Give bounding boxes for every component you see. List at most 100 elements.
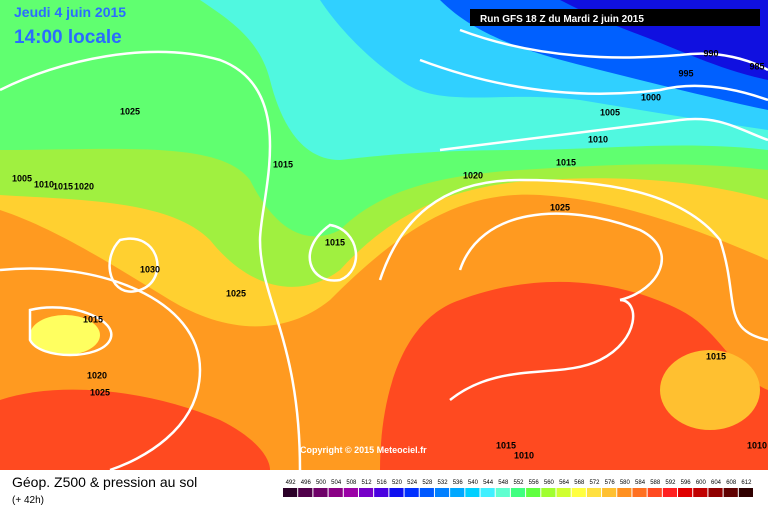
- scale-label: 492: [286, 480, 297, 486]
- isobar-line: [458, 212, 663, 302]
- legend-lead: (+ 42h): [12, 495, 44, 506]
- scale-swatch: [647, 488, 662, 497]
- scale-swatch: [541, 488, 556, 497]
- scale-label: 596: [681, 480, 692, 486]
- scale-swatch: [374, 488, 389, 497]
- isobar-label: 1025: [120, 106, 140, 116]
- scale-swatch: [419, 488, 434, 497]
- scale-label: 560: [544, 480, 555, 486]
- scale-swatch: [358, 488, 374, 497]
- scale-label: 564: [559, 480, 570, 486]
- scale-label: 608: [726, 480, 737, 486]
- scale-label: 544: [483, 480, 494, 486]
- scale-swatch: [556, 488, 571, 497]
- scale-label: 592: [665, 480, 676, 486]
- isobar-label: 1010: [34, 179, 54, 189]
- scale-label: 524: [407, 480, 418, 486]
- isobar-label: 1030: [140, 264, 160, 274]
- scale-label: 556: [529, 480, 540, 486]
- scale-label: 536: [453, 480, 464, 486]
- isobar-label: 1015: [53, 181, 73, 191]
- scale-swatch: [693, 488, 708, 497]
- time: 14:00 locale: [14, 27, 122, 48]
- isobar-line: [308, 223, 358, 282]
- isobar-label: 1015: [273, 159, 293, 169]
- scale-swatch: [571, 488, 586, 497]
- isobar-line: [0, 50, 302, 471]
- scale-label: 604: [711, 480, 722, 486]
- scale-label: 572: [589, 480, 600, 486]
- scale-label: 552: [513, 480, 524, 486]
- legend-title: Géop. Z500 & pression au sol: [12, 474, 197, 490]
- scale-label: 528: [422, 480, 433, 486]
- field-orange: [660, 350, 760, 430]
- copyright: Copyright © 2015 Meteociel.fr: [300, 445, 427, 455]
- field-yellow-high: [30, 315, 100, 355]
- scale-label: 612: [741, 480, 752, 486]
- isobar-label: 1020: [463, 170, 483, 180]
- isobar-label: 1015: [706, 351, 726, 361]
- scale-label: 548: [498, 480, 509, 486]
- scale-label: 580: [620, 480, 631, 486]
- isobar-line: [449, 298, 635, 401]
- scale-label: 512: [362, 480, 373, 486]
- scale-label: 504: [331, 480, 342, 486]
- scale-label: 520: [392, 480, 403, 486]
- scale-label: 600: [696, 480, 707, 486]
- isobar-label: 1010: [588, 134, 608, 144]
- color-scale: 492 496 500 504 508 512 516 520 524 528 532 536 540 5…: [283, 480, 753, 497]
- isobar-label: 1020: [74, 181, 94, 191]
- scale-swatch: [510, 488, 526, 497]
- isobar-label: 1020: [87, 370, 107, 380]
- scale-label: 500: [316, 480, 327, 486]
- scale-label: 496: [301, 480, 312, 486]
- run-box: [470, 9, 760, 26]
- scale-swatch: [434, 488, 450, 497]
- isobar-label: 1015: [83, 314, 103, 324]
- scale-swatch: [586, 488, 602, 497]
- date: Jeudi 4 juin 2015: [14, 4, 126, 20]
- isobar-label: 995: [678, 68, 693, 78]
- isobar-label: 1005: [12, 173, 32, 183]
- run: Run GFS 18 Z du Mardi 2 juin 2015: [480, 14, 644, 25]
- scale-swatch: [723, 488, 738, 497]
- scale-swatch: [617, 488, 632, 497]
- scale-swatch: [298, 488, 313, 497]
- scale-label: 532: [438, 480, 449, 486]
- isobar-line: [378, 178, 768, 342]
- isobar-label: 1015: [325, 237, 345, 247]
- scale-swatch: [465, 488, 480, 497]
- scale-swatch: [738, 488, 753, 497]
- scale-label: 568: [574, 480, 585, 486]
- isobar-label: 1005: [600, 107, 620, 117]
- scale-swatch: [450, 488, 465, 497]
- scale-swatch: [602, 488, 617, 497]
- field-red: [380, 281, 768, 470]
- isobar-label: 1000: [641, 92, 661, 102]
- scale-swatch: [404, 488, 419, 497]
- field-red-west: [0, 389, 270, 470]
- isobar-label: 1010: [514, 450, 534, 460]
- scale-swatch: [495, 488, 510, 497]
- isobar-line: [0, 267, 202, 472]
- isobar-label: 1015: [496, 440, 516, 450]
- scale-swatch: [678, 488, 693, 497]
- isobar-line: [459, 28, 768, 72]
- isobar-label: 1025: [226, 288, 246, 298]
- scale-label: 540: [468, 480, 479, 486]
- scale-label: 576: [605, 480, 616, 486]
- isobar-line: [439, 117, 768, 152]
- scale-swatch: [662, 488, 678, 497]
- scale-swatch: [708, 488, 723, 497]
- scale-swatch: [283, 488, 298, 497]
- scale-swatch: [480, 488, 495, 497]
- isobar-label: 1010: [747, 440, 767, 450]
- isobar-label: 990: [703, 48, 718, 58]
- scale-swatch: [389, 488, 404, 497]
- scale-label: 584: [635, 480, 646, 486]
- isobar-label: 1025: [90, 387, 110, 397]
- isobar-line: [28, 306, 113, 357]
- isobar-line: [419, 58, 768, 102]
